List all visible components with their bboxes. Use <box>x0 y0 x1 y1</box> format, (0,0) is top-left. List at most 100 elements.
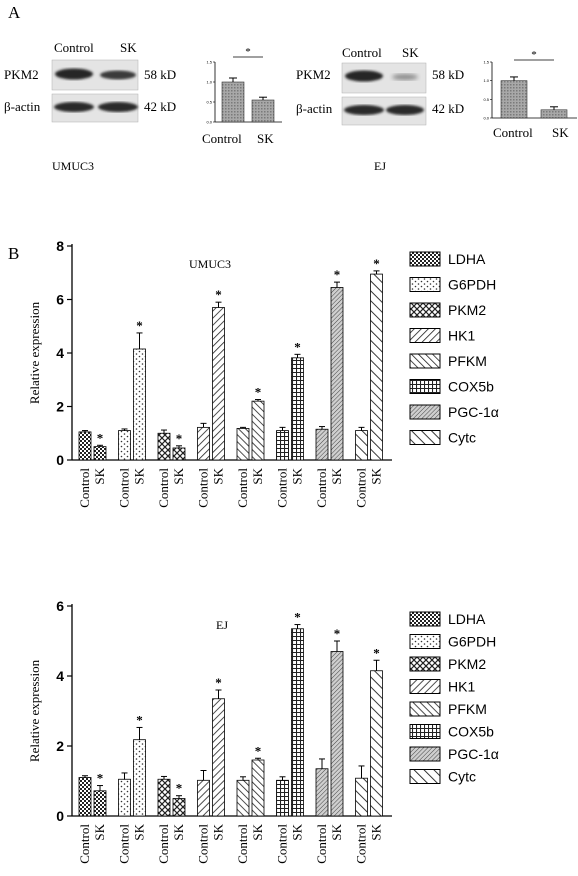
x-tick-label-control: Control <box>314 824 329 864</box>
x-tick-label-sk: SK <box>290 823 305 840</box>
legend-swatch-cytc <box>409 769 441 784</box>
small-y-tick-label: 1.5 <box>206 60 212 65</box>
x-tick-label-control: Control <box>235 824 250 864</box>
x-tick-label-sk: SK <box>211 823 226 840</box>
y-tick-label: 8 <box>56 238 64 254</box>
bar-hk1-sk <box>212 698 225 817</box>
umuc3-pkm2-band-sk <box>100 70 136 80</box>
legend-swatch-cytc <box>409 430 441 445</box>
y-tick-label: 0 <box>56 452 64 468</box>
bar-pfkm-control <box>236 428 250 461</box>
y-tick-label: 6 <box>56 292 64 308</box>
x-tick-label-sk: SK <box>132 467 147 484</box>
x-tick-label-sk: SK <box>132 823 147 840</box>
legend-label: HK1 <box>448 328 475 344</box>
y-axis-label: Relative expression <box>27 301 42 404</box>
chart-title: EJ <box>216 618 228 632</box>
bar-cox5b-control <box>276 430 289 461</box>
significance-star: * <box>294 339 301 354</box>
small-y-tick-label: 0.0 <box>206 120 212 125</box>
ej-pkm2-label: PKM2 <box>296 67 331 82</box>
ej-pkm2-size: 58 kD <box>432 67 464 82</box>
legend-swatch-g6pdh <box>409 277 441 292</box>
bar-ldha-control <box>78 777 92 817</box>
bar-pkm2-sk <box>172 798 186 817</box>
bar-pgc1-control <box>315 428 329 461</box>
bar-pgc1-sk <box>330 651 344 817</box>
small-bar-sk <box>251 99 275 123</box>
significance-star: * <box>255 385 262 400</box>
umuc3-actin-size: 42 kD <box>144 99 176 114</box>
legend-swatch-pgc1 <box>409 746 441 762</box>
x-tick-label-sk: SK <box>369 467 384 484</box>
y-tick-label: 4 <box>56 345 64 361</box>
significance-star: * <box>215 287 222 302</box>
panel-b-letter: B <box>8 244 19 263</box>
legend-label: HK1 <box>448 679 475 695</box>
significance-star: * <box>245 46 251 58</box>
legend-label: COX5b <box>448 379 494 395</box>
ej-actin-label: β-actin <box>296 101 333 116</box>
x-tick-label-sk: SK <box>211 467 226 484</box>
x-tick-label-control: Control <box>354 824 369 864</box>
bar-g6pdh-control <box>118 430 131 461</box>
y-tick-label: 2 <box>56 738 64 754</box>
legend-swatch-pfkm <box>409 701 441 717</box>
legend-label: G6PDH <box>448 277 496 293</box>
bar-ldha-sk <box>93 790 107 817</box>
legend-swatch-g6pdh <box>409 634 441 649</box>
bar-cytc-control <box>355 777 368 817</box>
bar-cox5b-sk <box>291 357 304 461</box>
small-y-tick-label: 0.5 <box>483 97 489 102</box>
x-tick-label-control: Control <box>275 468 290 508</box>
ej-lane-sk: SK <box>402 45 419 60</box>
bar-cytc-sk <box>370 273 383 461</box>
legend-label: PGC-1α <box>448 404 499 420</box>
bar-ldha-sk <box>93 446 107 461</box>
significance-star: * <box>176 431 183 446</box>
small-bar-sk <box>540 109 568 119</box>
y-tick-label: 6 <box>56 598 64 614</box>
legend-swatch-pkm2 <box>409 656 441 672</box>
significance-star: * <box>373 645 380 660</box>
legend-swatch-hk1 <box>409 679 441 694</box>
ej-pkm2-band-control <box>345 70 383 82</box>
small-bar-control <box>221 81 245 123</box>
legend-label: Cytc <box>448 430 476 446</box>
legend-label: PKM2 <box>448 656 486 672</box>
legend-swatch-cox5b <box>409 379 441 394</box>
small-x-label-sk: SK <box>257 131 274 146</box>
bar-pkm2-control <box>157 432 171 461</box>
small-x-label-control: Control <box>202 131 242 146</box>
x-tick-label-sk: SK <box>92 823 107 840</box>
bar-pgc1-control <box>315 768 329 817</box>
small-y-tick-label: 1.0 <box>206 80 212 85</box>
bar-pfkm-sk <box>251 400 265 461</box>
legend-label: PFKM <box>448 701 487 717</box>
legend-swatch-pgc1 <box>409 404 441 420</box>
small-y-tick-label: 1.0 <box>483 78 489 83</box>
legend-swatch-pfkm <box>409 353 441 369</box>
significance-star: * <box>97 430 104 445</box>
umuc3-gene-expression-chart: UMUC3 0 2 4 6 8 Relative expression Control * SK L… <box>27 238 499 508</box>
x-tick-label-sk: SK <box>250 467 265 484</box>
chart-title: UMUC3 <box>189 257 231 271</box>
significance-star: * <box>531 49 537 61</box>
x-tick-label-sk: SK <box>329 467 344 484</box>
small-x-label-sk: SK <box>552 125 569 140</box>
x-tick-label-control: Control <box>77 824 92 864</box>
bar-hk1-control <box>197 426 210 461</box>
legend-swatch-ldha <box>409 251 441 267</box>
legend-swatch-cox5b <box>409 724 441 739</box>
significance-star: * <box>294 610 301 625</box>
significance-star: * <box>373 256 380 271</box>
umuc3-lane-sk: SK <box>120 40 137 55</box>
significance-star: * <box>334 267 341 282</box>
small-x-label-control: Control <box>493 125 533 140</box>
small-y-tick-label: 0.5 <box>206 100 212 105</box>
legend-label: COX5b <box>448 724 494 740</box>
bar-g6pdh-control <box>118 778 131 817</box>
bar-g6pdh-sk <box>133 739 146 817</box>
umuc3-western-blot: Control SK PKM2 β-actin 58 kD 42 kD UMUC… <box>4 40 176 173</box>
